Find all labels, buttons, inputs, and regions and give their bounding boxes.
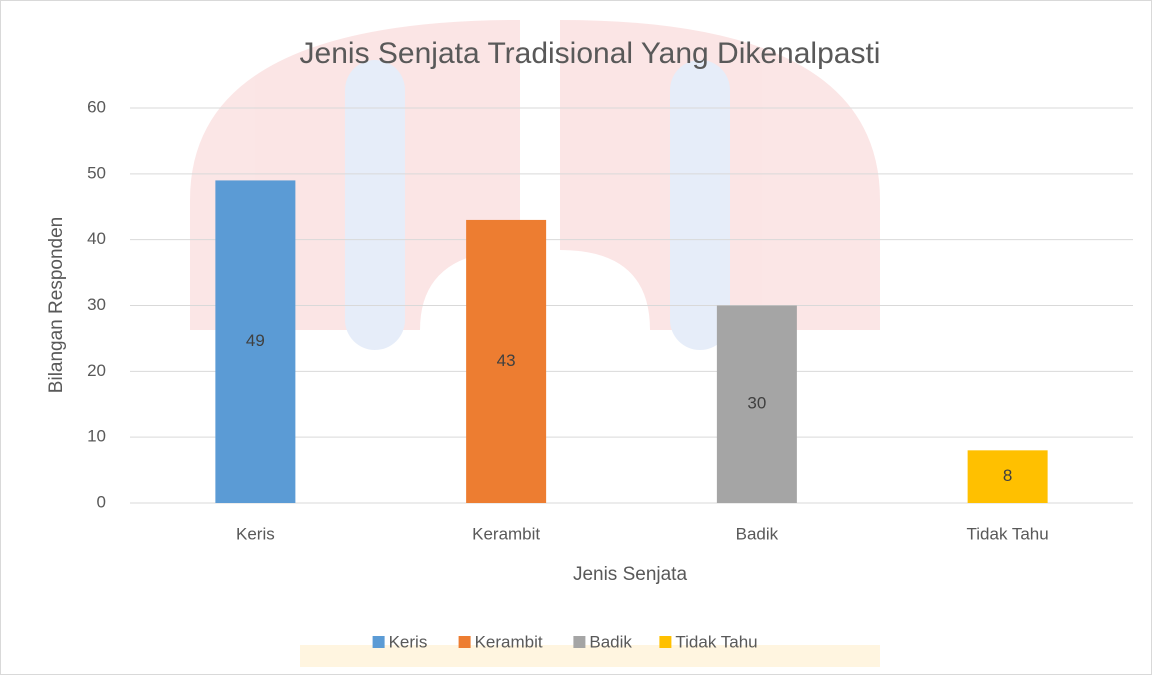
bar bbox=[466, 219, 547, 503]
legend-swatch bbox=[659, 636, 672, 648]
bar bbox=[716, 305, 797, 503]
data-label: 8 bbox=[1003, 466, 1012, 485]
legend-label: Kerambit bbox=[475, 632, 543, 651]
x-tick-label: Kerambit bbox=[472, 524, 540, 543]
x-axis-label: Jenis Senjata bbox=[573, 564, 688, 585]
y-tick-label: 10 bbox=[87, 427, 106, 446]
x-tick-label: Tidak Tahu bbox=[967, 524, 1049, 543]
legend-label: Tidak Tahu bbox=[675, 632, 757, 651]
legend-label: Keris bbox=[389, 632, 428, 651]
legend-swatch bbox=[573, 636, 586, 648]
x-tick-label: Badik bbox=[736, 524, 779, 543]
legend-swatch bbox=[458, 636, 471, 648]
data-label: 30 bbox=[747, 394, 766, 413]
data-label: 49 bbox=[246, 331, 265, 350]
y-tick-label: 0 bbox=[97, 492, 106, 511]
y-tick-label: 20 bbox=[87, 361, 106, 380]
y-axis-label: Bilangan Responden bbox=[46, 217, 67, 393]
x-tick-label: Keris bbox=[236, 524, 275, 543]
y-tick-label: 30 bbox=[87, 295, 106, 314]
legend-swatch bbox=[372, 636, 385, 648]
y-tick-label: 60 bbox=[87, 97, 106, 116]
y-tick-label: 40 bbox=[87, 229, 106, 248]
legend-label: Badik bbox=[589, 632, 632, 651]
bar bbox=[215, 180, 296, 503]
bar bbox=[967, 450, 1048, 503]
chart-title: Jenis Senjata Tradisional Yang Dikenalpa… bbox=[300, 37, 881, 70]
data-label: 43 bbox=[497, 351, 516, 370]
y-tick-label: 50 bbox=[87, 163, 106, 182]
